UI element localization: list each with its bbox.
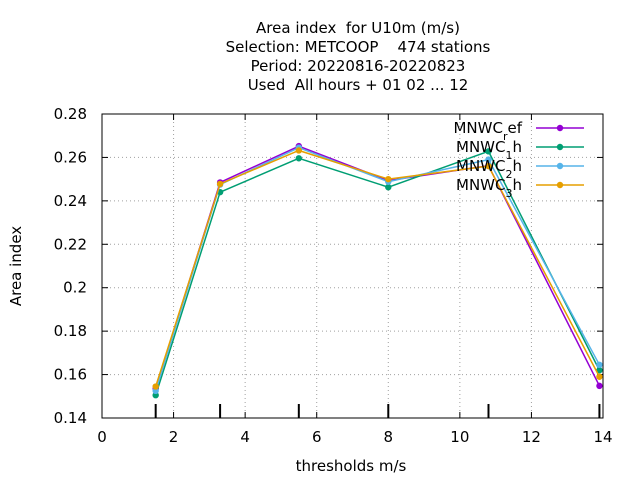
y-tick-label: 0.2 xyxy=(63,279,87,297)
data-point-MNWC_3h xyxy=(216,180,224,188)
x-tick-label: 6 xyxy=(312,428,322,446)
y-tick-label: 0.24 xyxy=(54,192,87,210)
legend-label-MNWC_ref: MNWCref xyxy=(453,119,522,143)
data-point-MNWC_2h xyxy=(596,361,603,368)
x-tick-label: 8 xyxy=(384,428,394,446)
data-point-MNWC_3h xyxy=(596,373,603,380)
x-tick-label: 10 xyxy=(450,428,469,446)
legend-marker-MNWC_2h xyxy=(556,162,564,170)
y-axis-label: Area index xyxy=(7,226,25,306)
x-axis-label: thresholds m/s xyxy=(296,457,407,475)
legend-marker-MNWC_ref xyxy=(556,124,564,132)
y-tick-label: 0.14 xyxy=(54,409,87,427)
legend-marker-MNWC_1h xyxy=(556,143,564,151)
title-line-2: Selection: METCOOP 474 stations xyxy=(225,38,491,56)
data-point-MNWC_2h xyxy=(485,156,492,163)
plot-frame xyxy=(101,113,604,419)
series-line-MNWC_3h xyxy=(154,149,601,387)
title-line-1: Area index for U10m (m/s) xyxy=(256,19,460,37)
y-tick-label: 0.28 xyxy=(54,105,87,123)
y-tick-label: 0.18 xyxy=(54,322,87,340)
data-point-MNWC_ref xyxy=(596,382,603,390)
series-lines xyxy=(152,142,603,399)
threshold-marks xyxy=(154,404,601,418)
y-tick-label: 0.22 xyxy=(54,235,87,253)
data-point-MNWC_3h xyxy=(152,383,159,390)
series-line-MNWC_1h xyxy=(154,150,601,396)
data-point-MNWC_1h xyxy=(385,183,392,191)
title-line-4: Used All hours + 01 02 ... 12 xyxy=(247,76,469,94)
data-point-MNWC_3h xyxy=(295,147,303,154)
data-point-MNWC_1h xyxy=(295,155,303,162)
y-tick-label: 0.26 xyxy=(54,148,87,166)
legend-label-MNWC_3h: MNWC3h xyxy=(456,176,522,200)
x-tick-label: 0 xyxy=(97,428,107,446)
legend-label-MNWC_2h: MNWC2h xyxy=(456,157,522,181)
legend-label-MNWC_1h: MNWC1h xyxy=(456,138,522,162)
grid-lines xyxy=(102,114,603,418)
data-point-MNWC_1h xyxy=(485,148,492,155)
title-line-3: Period: 20220816-20220823 xyxy=(250,57,466,75)
x-tick-label: 14 xyxy=(593,428,612,446)
data-point-MNWC_3h xyxy=(485,162,492,170)
y-tick-label: 0.16 xyxy=(54,366,87,384)
data-point-MNWC_3h xyxy=(385,175,392,183)
legend-marker-MNWC_3h xyxy=(556,181,564,189)
x-tick-label: 12 xyxy=(522,428,541,446)
tick-labels: 0 2 4 6 8 10 12 14 0.14 0.16 0.18 0.2 0.22 0.24 0.26 0.… xyxy=(54,105,613,446)
x-tick-label: 4 xyxy=(240,428,250,446)
plot-border xyxy=(101,113,604,419)
data-point-MNWC_1h xyxy=(596,367,603,374)
x-tick-label: 2 xyxy=(169,428,179,446)
